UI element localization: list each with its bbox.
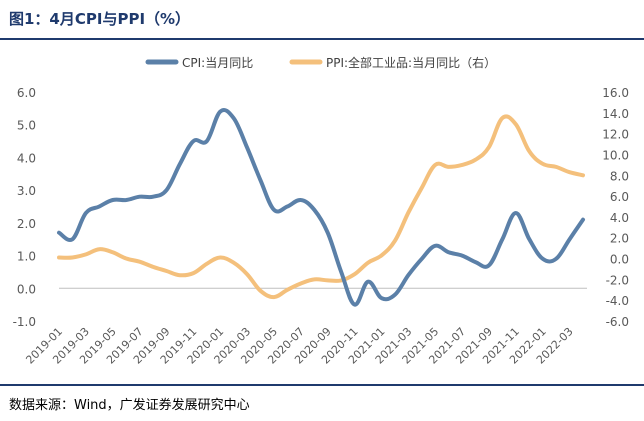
y-left-tick-label: 6.0 [17,86,36,100]
cpi-series-line [59,110,583,305]
chart-page: 图1：4月CPI与PPI（%） CPI:当月同比 PPI:全部工业品:当月同比（… [0,0,644,419]
y-axis-right: -6.0 -4.0 -2.0 0.0 2.0 4.0 6.0 8.0 10.0 12.0 14.0 1… [602,86,629,329]
y-axis-left: -1.0 0.0 1.0 2.0 3.0 4.0 5.0 6.0 [13,86,36,329]
y-left-tick-label: 1.0 [17,250,36,264]
y-left-tick-label: 0.0 [17,282,36,296]
y-right-tick-label: 4.0 [610,211,629,225]
y-left-tick-label: 2.0 [17,217,36,231]
y-right-tick-label: -2.0 [606,273,629,287]
legend: CPI:当月同比 PPI:全部工业品:当月同比（右） [148,55,496,70]
y-right-tick-label: -6.0 [606,315,629,329]
source-note: 数据来源：Wind，广发证券发展研究中心 [9,394,250,413]
y-right-tick-label: 0.0 [610,253,629,267]
y-right-tick-label: -4.0 [606,294,629,308]
y-right-tick-label: 10.0 [602,148,629,162]
source-bar: 数据来源：Wind，广发证券发展研究中心 [0,384,644,421]
chart-title: 图1：4月CPI与PPI（%） [9,8,190,29]
x-axis: 2019-012019-032019-052019-072019-092019-… [23,288,587,366]
y-left-tick-label: 4.0 [17,151,36,165]
y-right-tick-label: 16.0 [602,86,629,100]
legend-label-ppi: PPI:全部工业品:当月同比（右） [326,55,496,70]
y-right-tick-label: 6.0 [610,190,629,204]
y-left-tick-label: -1.0 [13,315,36,329]
y-right-tick-label: 12.0 [602,128,629,142]
legend-label-cpi: CPI:当月同比 [182,56,253,70]
line-chart: CPI:当月同比 PPI:全部工业品:当月同比（右） -1.0 0.0 1.0 2.0… [0,40,644,384]
y-right-tick-label: 14.0 [602,107,629,121]
ppi-series-line [59,116,583,297]
y-right-tick-label: 2.0 [610,232,629,246]
y-right-tick-label: 8.0 [610,169,629,183]
y-left-tick-label: 3.0 [17,184,36,198]
y-left-tick-label: 5.0 [17,119,36,133]
title-bar: 图1：4月CPI与PPI（%） [0,0,644,40]
series-layer [59,110,583,305]
